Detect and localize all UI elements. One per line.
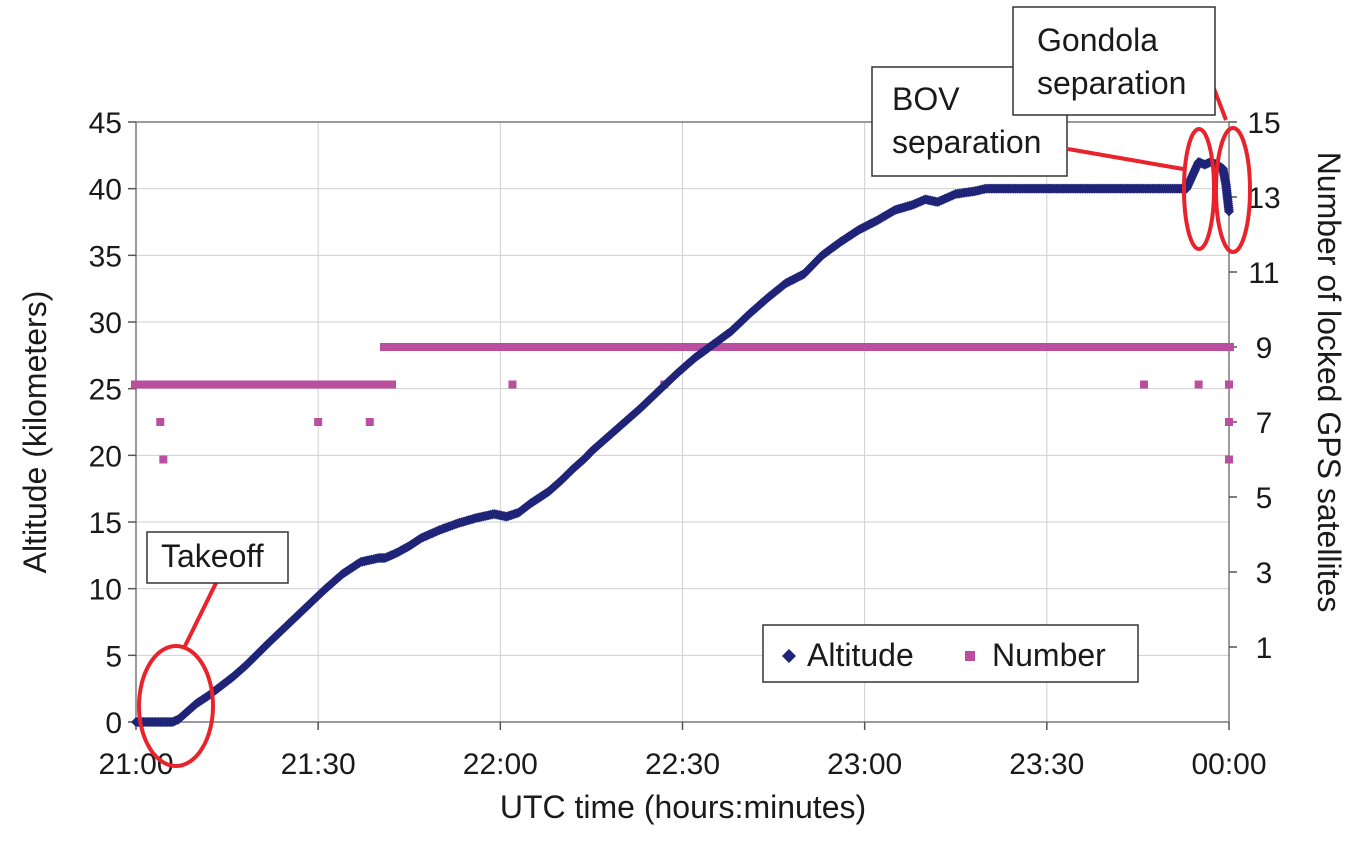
number-point bbox=[1225, 380, 1233, 389]
y2-tick-label: 9 bbox=[1256, 332, 1273, 365]
annotation-highlight-ellipse bbox=[137, 644, 215, 768]
legend-label-altitude: Altitude bbox=[807, 637, 914, 673]
x-axis-ticks: 21:00 21:30 22:00 22:30 23:00 23:30 00:00 bbox=[98, 722, 1267, 781]
y-tick-label: 30 bbox=[89, 307, 122, 340]
x-tick-label: 21:30 bbox=[281, 748, 356, 781]
annotation-leader-line bbox=[1067, 147, 1184, 171]
y-tick-label: 35 bbox=[89, 240, 122, 273]
altitude-point bbox=[1224, 206, 1234, 217]
annotation-label: BOV bbox=[892, 81, 960, 117]
number-point bbox=[156, 418, 165, 426]
y2-tick-label: 11 bbox=[1248, 257, 1279, 290]
number-point bbox=[1225, 455, 1233, 464]
y-tick-label: 15 bbox=[89, 507, 122, 540]
y-tick-label: 20 bbox=[89, 440, 122, 473]
y2-tick-label: 7 bbox=[1256, 407, 1273, 440]
number-point bbox=[1194, 380, 1203, 389]
annotation-label: Takeoff bbox=[161, 538, 264, 574]
number-point bbox=[365, 418, 374, 426]
x-tick-label: 21:00 bbox=[98, 748, 173, 781]
legend-label-number: Number bbox=[992, 637, 1106, 673]
y-axis-title: Altitude (kilometers) bbox=[17, 291, 53, 574]
y-tick-label: 0 bbox=[105, 707, 122, 740]
legend-marker-altitude bbox=[782, 649, 796, 663]
x-tick-label: 00:00 bbox=[1191, 748, 1266, 781]
annotation-box bbox=[1012, 6, 1216, 116]
y-tick-label: 45 bbox=[89, 107, 122, 140]
y-tick-label: 10 bbox=[89, 574, 122, 607]
annotation-box bbox=[146, 531, 289, 584]
y-tick-label: 5 bbox=[105, 640, 122, 673]
annotation-highlight-ellipse bbox=[1182, 127, 1216, 251]
annotation-label: separation bbox=[1037, 65, 1186, 101]
number-point bbox=[1139, 380, 1148, 389]
y-axis-ticks: 0 5 10 15 20 25 30 35 40 45 bbox=[89, 107, 136, 740]
y-tick-label: 40 bbox=[89, 174, 122, 207]
legend-marker-number bbox=[965, 651, 975, 661]
x-axis-title: UTC time (hours:minutes) bbox=[500, 789, 866, 825]
y2-tick-label: 5 bbox=[1256, 482, 1273, 515]
y-tick-label: 25 bbox=[89, 374, 122, 407]
y2-tick-label: 3 bbox=[1256, 557, 1273, 590]
y2-tick-label: 15 bbox=[1247, 107, 1280, 140]
y2-axis-title: Number of locked GPS satellites bbox=[1311, 152, 1347, 613]
number-point bbox=[159, 455, 168, 464]
annotation-label: Gondola bbox=[1037, 22, 1158, 58]
x-tick-label: 22:30 bbox=[645, 748, 720, 781]
annotation-highlight-ellipse bbox=[1214, 126, 1252, 254]
legend-box bbox=[762, 624, 1139, 683]
y2-tick-label: 13 bbox=[1247, 182, 1280, 215]
annotation-leader-line bbox=[182, 582, 218, 649]
legend: Altitude Number bbox=[762, 624, 1139, 683]
number-point bbox=[508, 380, 517, 389]
number-band bbox=[379, 343, 1234, 351]
x-tick-label: 22:00 bbox=[463, 748, 538, 781]
annotations: Takeoff BOV separation Gondola separation bbox=[137, 6, 1252, 768]
number-band bbox=[131, 380, 397, 389]
number-point bbox=[1225, 418, 1233, 426]
x-tick-label: 23:30 bbox=[1009, 748, 1084, 781]
x-tick-label: 23:00 bbox=[827, 748, 902, 781]
number-point bbox=[314, 418, 323, 426]
annotation-label: separation bbox=[892, 124, 1041, 160]
y2-tick-label: 1 bbox=[1256, 632, 1273, 665]
